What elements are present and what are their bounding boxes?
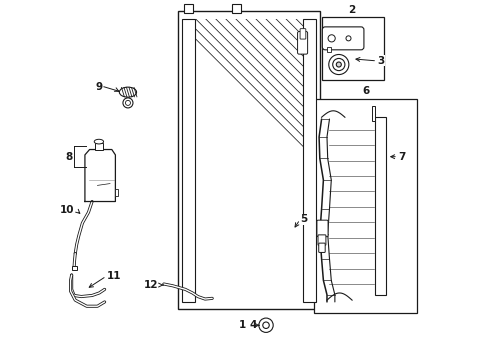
FancyBboxPatch shape xyxy=(300,29,305,39)
Text: 8: 8 xyxy=(66,152,73,162)
FancyBboxPatch shape xyxy=(317,235,325,245)
FancyBboxPatch shape xyxy=(322,27,363,50)
Text: 3: 3 xyxy=(376,56,384,66)
FancyBboxPatch shape xyxy=(316,220,327,237)
Bar xyxy=(182,19,195,302)
FancyBboxPatch shape xyxy=(297,32,307,54)
Circle shape xyxy=(122,98,133,108)
Text: 9: 9 xyxy=(96,82,102,92)
Text: 1: 1 xyxy=(239,320,246,330)
Bar xyxy=(231,4,241,13)
Bar xyxy=(95,143,102,149)
Ellipse shape xyxy=(94,139,103,144)
Circle shape xyxy=(262,322,269,328)
Bar xyxy=(371,107,375,121)
Bar xyxy=(326,47,330,52)
Circle shape xyxy=(125,100,130,105)
Bar xyxy=(115,189,118,196)
Text: 7: 7 xyxy=(397,152,405,162)
Text: 6: 6 xyxy=(361,86,368,96)
Circle shape xyxy=(336,62,341,67)
Bar xyxy=(314,99,416,313)
Circle shape xyxy=(346,36,350,41)
Circle shape xyxy=(327,35,335,42)
Polygon shape xyxy=(85,149,115,202)
Circle shape xyxy=(332,58,344,71)
Bar xyxy=(302,19,316,302)
Text: 11: 11 xyxy=(106,271,121,281)
Text: 2: 2 xyxy=(348,5,355,15)
Text: 10: 10 xyxy=(60,206,74,216)
Ellipse shape xyxy=(119,87,136,97)
Bar xyxy=(321,17,384,80)
Bar xyxy=(183,4,192,13)
Circle shape xyxy=(328,54,348,75)
Bar xyxy=(72,266,77,270)
Text: 4: 4 xyxy=(249,320,257,330)
Text: 5: 5 xyxy=(300,215,306,224)
Circle shape xyxy=(258,318,273,332)
Text: 12: 12 xyxy=(143,280,158,290)
FancyBboxPatch shape xyxy=(318,243,325,252)
Bar xyxy=(375,117,386,295)
Bar xyxy=(178,12,319,309)
